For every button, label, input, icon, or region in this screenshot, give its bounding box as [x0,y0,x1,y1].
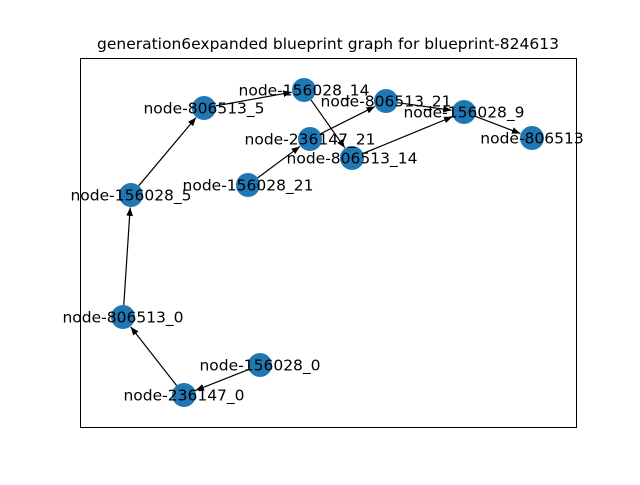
node-node-156028_5[interactable] [119,183,143,207]
labels-layer: node-806513_5node-156028_14node-806513_2… [62,82,583,406]
node-node-806513_14[interactable] [340,146,364,170]
edge-node-806513_14-to-node-156028_9 [362,116,453,154]
node-label-node-806513_5: node-806513_5 [143,100,264,119]
node-label-node-806513_0: node-806513_0 [62,309,183,328]
node-node-236147_21[interactable] [298,127,322,151]
node-label-node-806513_21: node-806513_21 [321,93,452,112]
node-label-node-156028_5: node-156028_5 [70,187,191,206]
edges-layer [123,90,521,391]
node-label-node-806513: node-806513 [480,130,583,148]
graph-title: generation6expanded blueprint graph for … [97,35,559,53]
node-label-node-156028_21: node-156028_21 [183,177,314,196]
nodes-layer [111,78,544,407]
node-node-156028_14[interactable] [292,78,316,102]
edge-node-806513_21-to-node-156028_9 [397,102,452,113]
node-label-node-236147_21: node-236147_21 [245,131,376,150]
node-node-806513_0[interactable] [111,305,135,329]
plot-frame [80,58,577,428]
edge-node-156028_5-to-node-806513_5 [138,117,197,187]
edge-node-806513_5-to-node-156028_14 [215,90,292,107]
edge-node-156028_21-to-node-236147_21 [257,145,301,179]
edge-node-156028_14-to-node-806513_14 [310,99,346,149]
node-node-806513_21[interactable] [374,89,398,113]
node-node-156028_21[interactable] [236,173,260,197]
edge-node-236147_21-to-node-806513_21 [320,106,376,135]
node-node-156028_9[interactable] [452,100,476,124]
node-label-node-156028_9: node-156028_9 [403,104,524,123]
edge-node-806513_0-to-node-156028_5 [123,207,133,306]
node-node-236147_0[interactable] [172,383,196,407]
node-label-node-156028_0: node-156028_0 [199,357,320,376]
node-label-node-236147_0: node-236147_0 [123,387,244,406]
node-label-node-156028_14: node-156028_14 [239,82,370,101]
node-node-806513[interactable] [520,126,544,150]
node-node-156028_0[interactable] [248,353,272,377]
edge-node-156028_0-to-node-236147_0 [195,368,250,391]
edge-node-236147_0-to-node-806513_0 [130,326,178,386]
node-label-node-806513_14: node-806513_14 [287,150,418,169]
node-node-806513_5[interactable] [192,96,216,120]
edge-node-156028_9-to-node-806513 [474,115,521,135]
